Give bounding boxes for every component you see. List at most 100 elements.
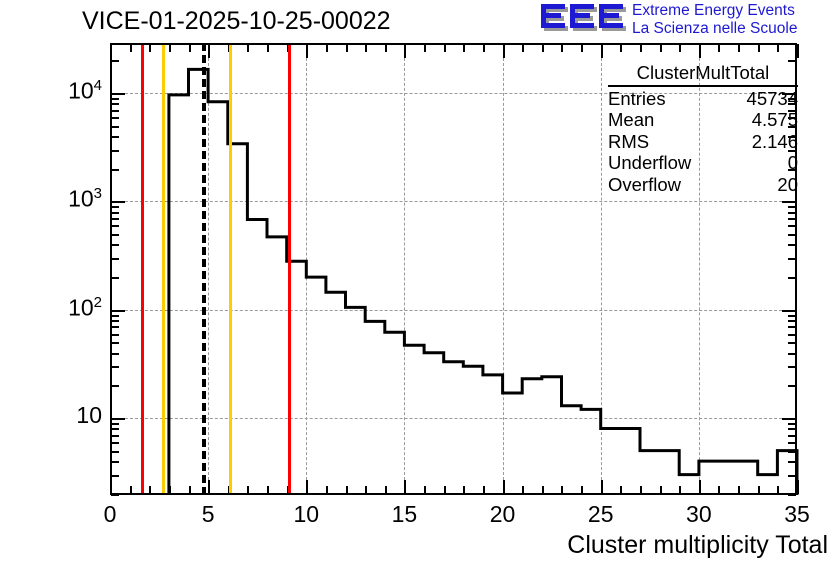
y-minor-tick-right <box>788 277 796 280</box>
x-tick-label: 15 <box>391 501 418 527</box>
y-gridline <box>110 201 797 203</box>
y-minor-tick-right <box>788 434 796 437</box>
stats-row-label: RMS <box>608 130 650 152</box>
x-minor-tick-top <box>620 44 623 52</box>
y-minor-tick-right <box>788 461 796 464</box>
yellow-high-cut <box>228 43 232 495</box>
x-minor-tick <box>345 486 348 494</box>
x-minor-tick <box>247 486 250 494</box>
y-minor-tick-right <box>788 60 796 63</box>
y-minor-tick <box>111 320 119 323</box>
x-minor-tick <box>561 486 564 494</box>
y-minor-tick-right <box>788 168 796 171</box>
x-minor-tick-top <box>188 44 191 52</box>
x-major-tick-top <box>208 44 211 58</box>
x-minor-tick-top <box>168 44 171 52</box>
x-minor-tick-top <box>325 44 328 52</box>
y-minor-tick-right <box>788 314 796 317</box>
x-minor-tick <box>463 486 466 494</box>
y-minor-tick <box>111 233 119 236</box>
x-minor-tick <box>424 486 427 494</box>
x-minor-tick <box>738 486 741 494</box>
x-major-tick <box>600 480 603 494</box>
y-minor-tick <box>111 366 119 369</box>
x-major-tick <box>306 480 309 494</box>
x-tick-label: 25 <box>587 501 614 527</box>
y-minor-tick <box>111 422 119 425</box>
y-minor-tick-right <box>788 422 796 425</box>
x-major-tick-top <box>797 44 799 58</box>
y-minor-tick <box>111 109 119 112</box>
eee-logo: Extreme Energy Events La Scienza nelle S… <box>540 2 834 42</box>
y-minor-tick <box>111 257 119 260</box>
stats-row-value: 2.146 <box>751 130 798 152</box>
y-major-tick <box>111 201 125 204</box>
x-minor-tick <box>384 486 387 494</box>
mean-line <box>202 43 207 495</box>
y-minor-tick-right <box>788 117 796 120</box>
eee-logo-line2: La Scienza nelle Scuole <box>632 20 798 37</box>
y-minor-tick <box>111 136 119 139</box>
x-gridline <box>600 43 602 495</box>
y-minor-tick <box>111 442 119 445</box>
y-minor-tick <box>111 211 119 214</box>
x-major-tick <box>698 480 701 494</box>
histogram-outline <box>167 67 799 495</box>
stats-box: ClusterMultTotal Entries 45734 Mean 4.575 RM… <box>608 62 798 195</box>
y-minor-tick <box>111 385 119 388</box>
x-minor-tick-top <box>482 44 485 52</box>
x-major-tick-top <box>502 44 505 58</box>
x-minor-tick <box>129 486 132 494</box>
x-tick-label: 35 <box>784 501 810 527</box>
x-minor-tick <box>325 486 328 494</box>
stats-row-label: Overflow <box>608 173 681 195</box>
y-minor-tick-right <box>788 342 796 345</box>
x-minor-tick-top <box>777 44 780 52</box>
y-minor-tick-right <box>788 326 796 329</box>
y-major-tick <box>111 93 125 95</box>
y-minor-tick <box>111 461 119 464</box>
x-major-tick-top <box>306 44 309 58</box>
red-high-cut <box>287 43 291 495</box>
x-minor-tick <box>679 486 682 494</box>
stats-row-label: Underflow <box>608 152 692 173</box>
y-minor-tick <box>111 168 119 171</box>
y-minor-tick <box>111 218 119 221</box>
y-minor-tick-right <box>788 149 796 152</box>
x-gridline <box>208 43 210 495</box>
x-minor-tick <box>541 486 544 494</box>
y-minor-tick <box>111 277 119 280</box>
eee-logo-text: Extreme Energy Events La Scienza nelle S… <box>632 2 797 38</box>
y-minor-tick-right <box>788 474 796 477</box>
y-minor-tick <box>111 342 119 345</box>
x-minor-tick <box>267 486 270 494</box>
stats-row-value: 0 <box>787 152 798 173</box>
eee-logo-mark <box>541 4 626 31</box>
y-minor-tick-right <box>788 206 796 209</box>
x-minor-tick-top <box>581 44 584 52</box>
y-minor-tick <box>111 97 119 100</box>
x-minor-tick-top <box>247 44 250 52</box>
stats-row-value: 4.575 <box>751 109 798 130</box>
y-minor-tick-right <box>788 218 796 221</box>
x-minor-tick <box>659 486 662 494</box>
x-major-tick <box>502 480 505 494</box>
x-minor-tick-top <box>541 44 544 52</box>
x-minor-tick <box>188 486 191 494</box>
y-minor-tick <box>111 244 119 247</box>
y-minor-tick-right <box>788 257 796 260</box>
stats-row-value: 20 <box>777 173 798 195</box>
x-minor-tick-top <box>443 44 446 52</box>
x-gridline <box>502 43 504 495</box>
y-tick-label: 102 <box>68 293 102 321</box>
x-tick-label: 20 <box>489 501 516 527</box>
x-major-tick-top <box>404 44 407 58</box>
x-minor-tick-top <box>639 44 642 52</box>
y-major-tick-right <box>782 93 796 95</box>
stats-row: RMS 2.146 <box>608 131 798 153</box>
x-minor-tick <box>620 486 623 494</box>
y-tick-label: 10 <box>76 402 102 428</box>
y-minor-tick-right <box>788 211 796 214</box>
y-minor-tick <box>111 125 119 128</box>
